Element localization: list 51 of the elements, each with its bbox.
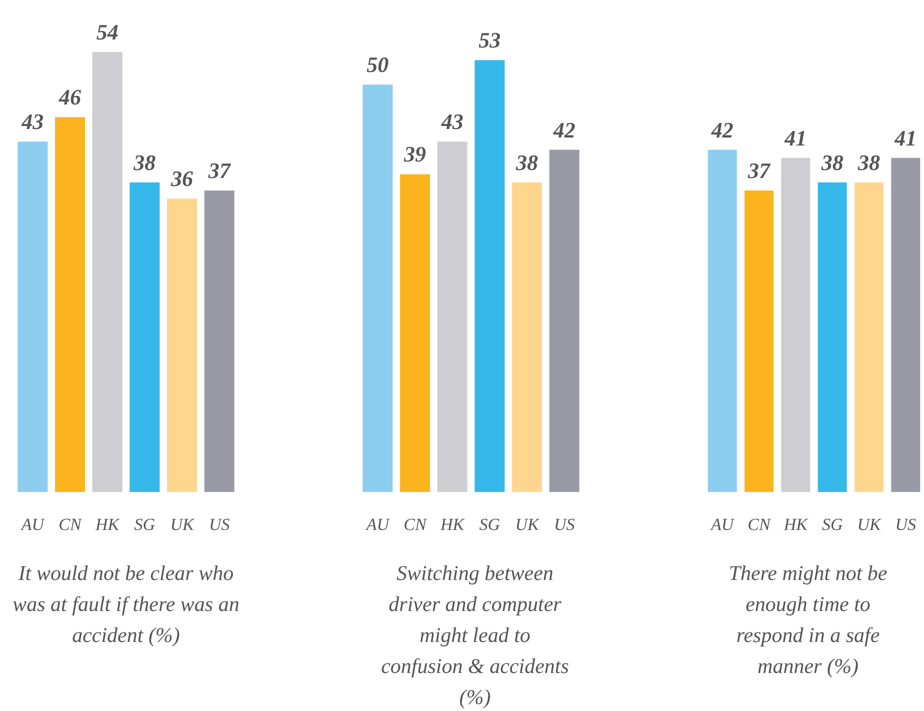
data-label: 37 [207,158,232,184]
data-label: 38 [820,150,844,175]
data-label: 38 [132,150,156,175]
bar [512,182,542,492]
data-label: 43 [440,109,464,134]
x-axis-title: It would not be clear who was at fault if there was an accident (%) [12,560,240,649]
x-tick-label: US [208,515,230,534]
x-tick-label: UK [515,515,540,534]
data-label: 43 [20,109,44,134]
x-tick-label: US [554,515,576,534]
data-label: 41 [894,125,917,150]
bar [18,142,48,492]
x-tick-label: CN [404,515,428,534]
data-label: 38 [515,150,538,175]
data-label: 36 [170,166,193,192]
x-tick-label: AU [20,515,46,534]
x-tick-label: CN [748,515,772,534]
data-label: 53 [478,28,501,53]
data-label: 39 [403,142,426,167]
data-label: 41 [784,125,807,150]
bar [204,190,234,492]
bar [549,150,580,492]
x-axis-title: There might not be enough time to respond in a safe manner (%) [728,560,888,680]
bar [362,84,393,492]
bar [400,174,430,492]
data-label: 37 [747,158,771,184]
bar [474,60,505,492]
x-tick-label: CN [58,515,83,534]
bar [130,182,160,492]
bar [55,117,85,492]
data-label: 42 [552,117,576,142]
x-tick-label: HK [440,515,466,534]
bar [92,52,122,492]
bar [167,198,197,492]
bar [437,142,468,492]
x-tick-label: SG [479,515,500,534]
data-label: 50 [366,52,389,78]
x-tick-label: UK [857,515,882,534]
x-tick-label: SG [134,515,156,534]
data-label: 54 [96,20,118,44]
data-label: 38 [857,150,880,175]
x-axis-title: Switching between driver and computer might lead to confusion & accidents (%) [380,560,570,711]
data-label: 46 [58,84,81,110]
x-tick-label: US [895,515,917,534]
x-tick-label: HK [782,515,810,534]
x-tick-label: AU [710,515,736,534]
x-tick-label: UK [170,515,196,534]
x-tick-label: SG [822,515,843,534]
data-label: 42 [710,117,734,142]
x-tick-label: HK [94,515,121,534]
x-tick-label: AU [365,515,391,534]
